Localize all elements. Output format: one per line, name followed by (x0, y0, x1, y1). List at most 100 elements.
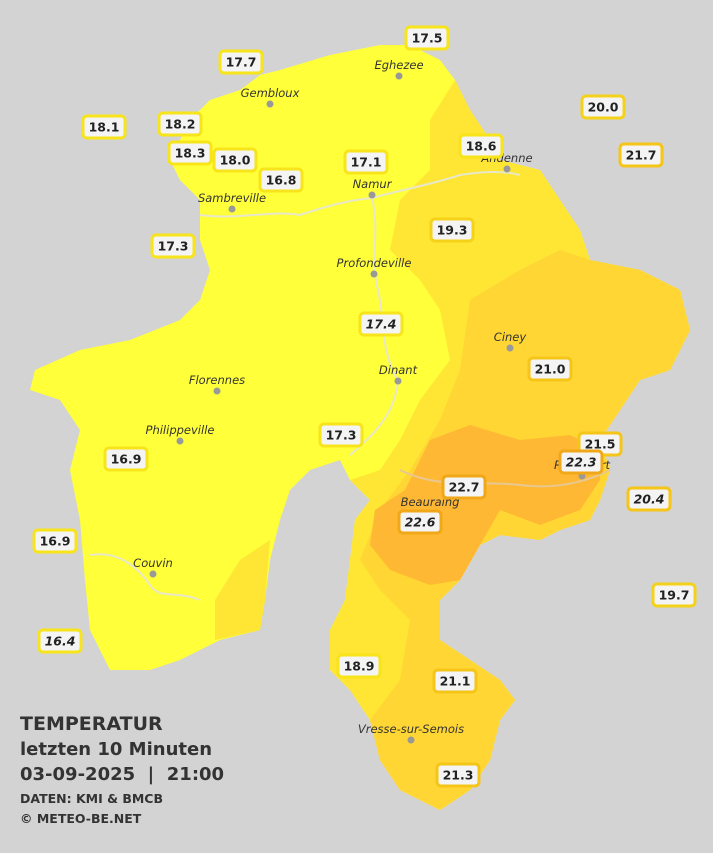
city-dot (370, 270, 378, 278)
station-box (218, 49, 264, 75)
station-value: 21.7 (626, 148, 657, 163)
station-box (527, 356, 573, 382)
legend-subtitle: letzten 10 Minuten (20, 739, 212, 760)
station-value: 17.7 (226, 55, 257, 70)
station-box (432, 668, 478, 694)
station-box (167, 140, 213, 166)
station-box (212, 147, 258, 173)
city-dot (368, 191, 376, 199)
station-value: 17.3 (326, 428, 357, 443)
station-value: 18.2 (165, 117, 196, 132)
station-value: 22.6 (405, 515, 436, 530)
city-label: Vresse-sur-Semois (358, 722, 464, 736)
station: 16.8 (258, 167, 304, 193)
city-dot (149, 570, 157, 578)
station: 17.1 (343, 149, 389, 175)
warmest-zone (370, 425, 600, 585)
city-label: Sambreville (198, 191, 266, 205)
city-dot (176, 437, 184, 445)
station-box (150, 233, 196, 259)
station-box (580, 94, 626, 120)
station: 18.2 (157, 111, 203, 137)
station-value: 18.1 (89, 120, 120, 135)
river (399, 469, 611, 488)
station-value: 21.1 (440, 674, 471, 689)
station: 22.3 (558, 449, 604, 475)
station-box (358, 311, 404, 337)
station: 17.3 (150, 233, 196, 259)
station: 22.7 (441, 474, 487, 500)
station: 20.4 (626, 486, 672, 512)
station-box (81, 114, 127, 140)
city-dot (394, 377, 402, 385)
station-box (404, 25, 450, 51)
station-value: 21.0 (535, 362, 566, 377)
station-value: 18.6 (466, 139, 497, 154)
city-label: Namur (353, 177, 393, 191)
city-dot (395, 72, 403, 80)
station-value: 18.3 (175, 146, 206, 161)
station-box (318, 422, 364, 448)
station: 18.1 (81, 114, 127, 140)
city-dot (228, 205, 236, 213)
city-dot (503, 165, 511, 173)
station-box (336, 653, 382, 679)
station-value: 18.0 (220, 153, 251, 168)
station: 22.6 (397, 509, 443, 535)
station: 17.5 (404, 25, 450, 51)
city-label: Couvin (133, 556, 173, 570)
station-value: 16.9 (40, 534, 71, 549)
station: 21.3 (435, 762, 481, 788)
station: 19.7 (651, 582, 697, 608)
station: 18.3 (167, 140, 213, 166)
station-box (32, 528, 78, 554)
station: 20.0 (580, 94, 626, 120)
station-value: 19.3 (437, 223, 468, 238)
station-value: 21.3 (443, 768, 474, 783)
station: 16.9 (103, 446, 149, 472)
station: 19.3 (429, 217, 475, 243)
station: 16.4 (37, 628, 83, 654)
station: 21.0 (527, 356, 573, 382)
station-value: 19.7 (659, 588, 690, 603)
station-value: 16.8 (266, 173, 297, 188)
station: 17.4 (358, 311, 404, 337)
legend-title: TEMPERATUR (20, 713, 163, 735)
station: 21.1 (432, 668, 478, 694)
city-label: Profondeville (337, 256, 412, 270)
station-value: 16.4 (45, 634, 76, 649)
station: 17.7 (218, 49, 264, 75)
city-dot (506, 344, 514, 352)
city-label: Florennes (189, 373, 245, 387)
station-box (37, 628, 83, 654)
city-label: Ciney (494, 330, 527, 344)
station-box (458, 133, 504, 159)
station-value: 17.4 (366, 317, 397, 332)
station-box (651, 582, 697, 608)
legend-source: DATEN: KMI & BMCB (20, 791, 163, 806)
city-dot (213, 387, 221, 395)
city-label: Dinant (379, 363, 418, 377)
station-value: 22.3 (566, 455, 597, 470)
city-dot (266, 100, 274, 108)
river (89, 553, 201, 601)
station-box (558, 449, 604, 475)
station-value: 17.5 (412, 31, 443, 46)
station-box (258, 167, 304, 193)
station-box (441, 474, 487, 500)
city-label: Philippeville (146, 423, 215, 437)
station-value: 22.7 (449, 480, 480, 495)
station-box (103, 446, 149, 472)
station: 16.9 (32, 528, 78, 554)
station-value: 20.4 (634, 492, 665, 507)
station-value: 16.9 (111, 452, 142, 467)
station-box (626, 486, 672, 512)
legend-datetime: 03-09-2025 | 21:00 (20, 764, 224, 785)
station-box (397, 509, 443, 535)
city-label: Gembloux (241, 86, 300, 100)
station: 17.3 (318, 422, 364, 448)
station: 18.6 (458, 133, 504, 159)
station-box (343, 149, 389, 175)
city-dot (407, 736, 415, 744)
